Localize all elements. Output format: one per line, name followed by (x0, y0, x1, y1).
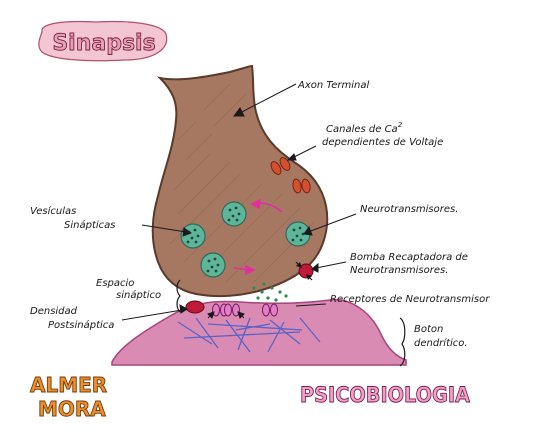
label-ca-channels-line1: Canales de Ca2 (326, 121, 403, 135)
axon-terminal (151, 64, 329, 298)
label-dendrite-line1: Boton (414, 324, 443, 335)
label-reuptake-line1: Bomba Recaptadora de (350, 252, 468, 263)
label-neurotransmitters: Neurotransmisores. (360, 204, 458, 215)
title-badge: Sinapsis (38, 20, 168, 62)
calcium-channels (270, 157, 311, 194)
label-density-line2: Postsináptica (48, 319, 114, 331)
author-line2: MORA (38, 397, 106, 421)
synaptic-vesicles (180, 201, 311, 278)
dendrite-lines (177, 317, 321, 353)
label-density-line1: Densidad (30, 306, 78, 317)
vesicle (180, 223, 206, 249)
label-ca-channels-line2: dependientes de Voltaje (322, 137, 443, 148)
postsynaptic-receptors (212, 303, 278, 317)
neurotransmitter-dots (252, 282, 288, 302)
label-receptors: Receptores de Neurotransmisor (330, 294, 490, 305)
label-axon-terminal: Axon Terminal (297, 80, 370, 91)
label-ca-text: Canales de Ca (326, 124, 398, 135)
postsynaptic-density (185, 300, 205, 314)
label-dendrite-line2: dendrítico. (414, 337, 468, 349)
subject-title: PSICOBIOLOGIA (300, 383, 471, 407)
vesicle (200, 252, 226, 278)
receptor-arrows (207, 311, 245, 319)
author-line1: ALMER (30, 373, 107, 397)
label-reuptake-line2: Neurotransmisores. (350, 265, 448, 276)
leader-lines (121, 83, 357, 321)
label-cleft-line2: sináptico (116, 289, 161, 301)
terminal-texture (169, 83, 315, 285)
dendrite-bracket (399, 317, 406, 367)
label-vesicles-line1: Vesículas (30, 205, 76, 217)
cleft-bracket (176, 279, 181, 313)
label-ca-superscript: 2 (398, 121, 403, 129)
label-cleft-line1: Espacio (96, 278, 134, 289)
dendritic-button (111, 298, 407, 366)
diagram-title: Sinapsis (52, 31, 155, 56)
vesicle-movement-arrows (233, 198, 283, 276)
vesicle (221, 201, 247, 227)
reuptake-pump (295, 261, 314, 281)
label-vesicles-line2: Sinápticas (64, 219, 115, 231)
